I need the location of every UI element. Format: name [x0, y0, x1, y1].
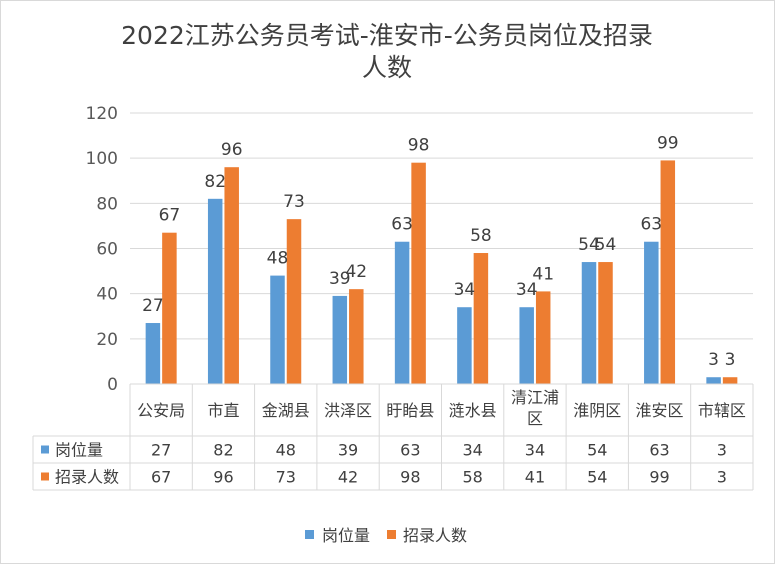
- bar-recruits: [349, 289, 364, 384]
- table-cell: 54: [587, 468, 607, 487]
- data-label-recruits: 67: [159, 206, 181, 226]
- y-axis-tick-labels: 0 20 40 60 80 100 120: [86, 104, 118, 395]
- y-tick-label: 80: [96, 194, 118, 214]
- category-label: 市辖区: [698, 401, 746, 420]
- y-tick-label: 100: [86, 149, 118, 169]
- bar-positions: [270, 275, 285, 384]
- table-cell: 41: [525, 468, 545, 487]
- data-label-recruits: 41: [532, 264, 554, 284]
- table-cell: 63: [649, 441, 669, 460]
- data-label-recruits: 73: [283, 192, 305, 212]
- table-cell: 96: [213, 468, 233, 487]
- data-label-positions: 34: [454, 280, 476, 300]
- category-label: 市直: [207, 401, 239, 420]
- data-label-positions: 63: [640, 215, 662, 235]
- table-cell: 3: [717, 441, 727, 460]
- data-label-recruits: 58: [470, 226, 492, 246]
- y-tick-label: 20: [96, 330, 118, 350]
- bar-recruits: [722, 377, 738, 384]
- table-cell: 34: [525, 441, 545, 460]
- table-cell: 27: [151, 441, 171, 460]
- legend: 岗位量 招录人数: [305, 526, 467, 545]
- legend-swatch: [387, 530, 396, 539]
- table-cell: 99: [649, 468, 669, 487]
- bar-positions: [145, 323, 161, 384]
- data-label-recruits: 42: [345, 262, 367, 282]
- bar-positions: [457, 307, 472, 384]
- category-label: 清江浦: [511, 388, 559, 407]
- table-row-header: 招录人数: [55, 468, 119, 487]
- y-tick-label: 40: [96, 285, 118, 305]
- category-label: 区: [527, 409, 543, 428]
- data-labels: 27 82 48 39 63 34 34 54 63 3 67 96 73 42 98 58 41 54 99 3: [142, 133, 735, 370]
- table-cell: 73: [276, 468, 296, 487]
- category-label: 金湖县: [262, 401, 310, 420]
- bar-positions: [207, 198, 223, 384]
- legend-label: 招录人数: [403, 526, 467, 545]
- table-legend-key: [41, 472, 49, 481]
- bars: [145, 160, 738, 384]
- y-tick-label: 60: [96, 240, 118, 260]
- chart-title: 2022江苏公务员考试-淮安市-公务员岗位及招录 人数: [121, 21, 653, 82]
- bar-positions: [519, 307, 534, 384]
- bar-recruits: [598, 262, 613, 384]
- data-label-positions: 34: [516, 280, 538, 300]
- data-label-recruits: 99: [657, 133, 679, 153]
- data-label-positions: 27: [142, 296, 164, 316]
- table-cell: 42: [338, 468, 358, 487]
- bar-positions: [581, 262, 597, 384]
- table-cell: 63: [400, 441, 420, 460]
- bar-recruits: [162, 232, 177, 384]
- y-tick-label: 0: [107, 375, 118, 395]
- category-label: 淮安区: [636, 401, 684, 420]
- legend-label: 岗位量: [322, 526, 370, 545]
- table-cell: 3: [717, 468, 727, 487]
- data-label-recruits: 98: [408, 136, 430, 156]
- data-label-positions: 63: [391, 215, 413, 235]
- table-legend-key: [41, 445, 49, 454]
- category-label: 洪泽区: [324, 401, 372, 420]
- table-cell: 98: [400, 468, 420, 487]
- table-cell: 34: [462, 441, 482, 460]
- data-label-recruits: 96: [221, 140, 243, 160]
- data-label-positions: 3: [708, 350, 719, 370]
- category-label: 淮阴区: [573, 401, 621, 420]
- bar-positions: [394, 241, 410, 384]
- bar-recruits: [286, 219, 302, 384]
- table-cell: 48: [276, 441, 296, 460]
- chart-title-line-2: 人数: [362, 53, 412, 82]
- data-label-positions: 82: [204, 172, 226, 192]
- category-label: 涟水县: [449, 401, 497, 420]
- data-label-positions: 54: [578, 235, 600, 255]
- table-cell: 54: [587, 441, 607, 460]
- data-label-positions: 48: [267, 249, 289, 269]
- data-label-positions: 39: [329, 269, 351, 289]
- chart-title-line-1: 2022江苏公务员考试-淮安市-公务员岗位及招录: [121, 21, 653, 50]
- table-row-header: 岗位量: [55, 441, 103, 460]
- category-label: 公安局: [137, 401, 185, 420]
- y-tick-label: 120: [86, 104, 118, 124]
- bar-recruits: [660, 160, 676, 384]
- bar-recruits: [224, 167, 239, 384]
- bar-positions: [332, 295, 348, 384]
- table-cell: 58: [462, 468, 482, 487]
- table-cell: 82: [213, 441, 233, 460]
- bar-recruits: [535, 291, 551, 384]
- bar-positions: [706, 377, 721, 384]
- bar-recruits: [473, 253, 489, 384]
- legend-swatch: [305, 530, 314, 539]
- data-label-recruits: 3: [725, 350, 736, 370]
- data-label-recruits: 54: [595, 235, 617, 255]
- table-cell: 39: [338, 441, 358, 460]
- table-cell: 67: [151, 468, 171, 487]
- bar-positions: [644, 241, 659, 384]
- bar-recruits: [411, 162, 426, 384]
- category-label: 盱眙县: [386, 401, 434, 420]
